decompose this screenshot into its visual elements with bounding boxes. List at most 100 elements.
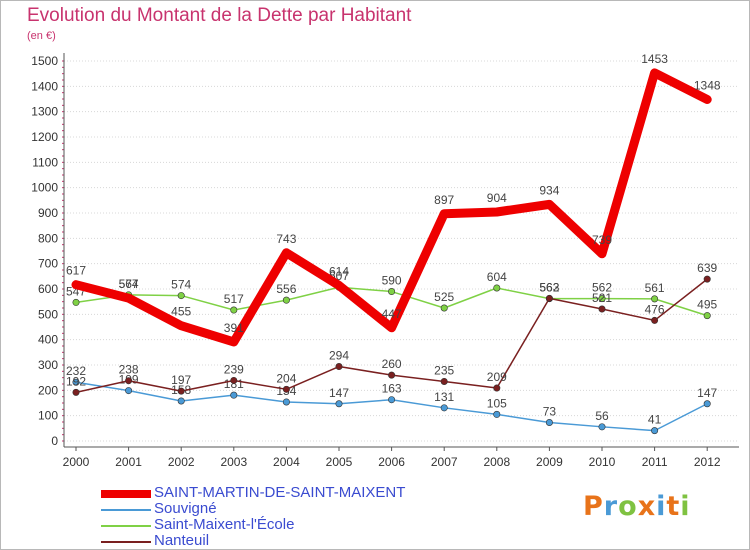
data-label: 577: [119, 277, 139, 291]
data-point: [72, 298, 80, 306]
data-label: 260: [382, 357, 402, 371]
x-tick-label: 2002: [168, 455, 195, 469]
data-label: 391: [224, 321, 244, 335]
data-label: 447: [382, 307, 402, 321]
data-point: [598, 305, 606, 313]
x-tick-label: 2012: [694, 455, 721, 469]
data-point: [598, 423, 606, 431]
data-label: 743: [276, 232, 296, 246]
logo-letter: x: [637, 491, 657, 522]
x-tick-label: 2009: [536, 455, 563, 469]
data-point: [545, 294, 553, 302]
data-point: [703, 312, 711, 320]
x-tick-label: 2000: [63, 455, 90, 469]
series-line-0: [71, 68, 712, 347]
data-point: [282, 385, 290, 393]
data-point: [282, 398, 290, 406]
y-tick-label: 100: [38, 409, 58, 423]
chart-unit-label: (en €): [27, 30, 56, 42]
data-label: 495: [697, 298, 717, 312]
legend-swatch: [101, 490, 151, 498]
legend-item: Nanteuil: [101, 532, 431, 549]
legend-item: Saint-Maixent-l'École: [101, 516, 431, 533]
y-tick-label: 1000: [31, 181, 58, 195]
data-point: [282, 296, 290, 304]
x-tick-label: 2005: [326, 455, 353, 469]
y-tick-label: 200: [38, 383, 58, 397]
data-point: [72, 378, 80, 386]
y-tick-label: 1500: [31, 54, 58, 68]
x-tick-label: 2011: [642, 455, 668, 469]
y-tick-label: 1400: [31, 79, 58, 93]
legend-swatch: [101, 525, 151, 527]
legend: SAINT-MARTIN-DE-SAINT-MAIXENT Souvigné Sai…: [101, 484, 431, 549]
logo-letter: o: [618, 491, 638, 522]
logo-letter: i: [680, 491, 691, 522]
data-label: 192: [66, 374, 86, 388]
y-tick-label: 800: [38, 231, 58, 245]
chart-title: Evolution du Montant de la Dette par Hab…: [27, 5, 412, 26]
y-tick-label: 600: [38, 282, 58, 296]
data-label: 163: [382, 382, 402, 396]
data-label: 105: [487, 396, 507, 410]
data-label: 897: [434, 193, 454, 207]
data-label: 904: [487, 191, 507, 205]
logo-letter: i: [656, 491, 667, 522]
data-label: 131: [434, 390, 454, 404]
data-label: 204: [276, 371, 296, 385]
y-tick-label: 1100: [32, 155, 58, 169]
data-label: 209: [487, 370, 507, 384]
data-label: 73: [543, 405, 557, 419]
x-tick-label: 2006: [378, 455, 405, 469]
data-point: [335, 400, 343, 408]
legend-item: Souvigné: [101, 500, 431, 517]
y-tick-label: 300: [38, 358, 58, 372]
data-label: 41: [648, 413, 662, 427]
data-point: [125, 377, 133, 385]
data-point: [440, 404, 448, 412]
data-point: [703, 400, 711, 408]
data-point: [72, 388, 80, 396]
data-point: [177, 397, 185, 405]
data-label: 521: [592, 291, 612, 305]
data-label: 294: [329, 349, 349, 363]
legend-label: Nanteuil: [154, 532, 210, 549]
data-label: 561: [645, 281, 665, 295]
y-tick-label: 0: [51, 434, 58, 448]
data-label: 239: [224, 362, 244, 376]
data-point: [440, 377, 448, 385]
data-label: 1453: [641, 52, 668, 66]
data-label: 614: [329, 264, 349, 278]
data-point: [545, 419, 553, 427]
data-label: 56: [595, 409, 609, 423]
data-label: 556: [276, 282, 296, 296]
x-tick-label: 2004: [273, 455, 300, 469]
data-label: 564: [119, 277, 139, 291]
data-label: 235: [434, 363, 454, 377]
x-tick-label: 2003: [220, 455, 247, 469]
logo-letter: P: [583, 491, 604, 522]
data-point: [703, 275, 711, 283]
y-tick-label: 500: [38, 307, 58, 321]
data-point: [651, 316, 659, 324]
x-tick-label: 2008: [483, 455, 510, 469]
data-label: 574: [171, 278, 191, 292]
data-point: [230, 376, 238, 384]
data-point: [335, 363, 343, 371]
data-point: [493, 384, 501, 392]
logo-letter: t: [666, 491, 681, 522]
logo-letter: r: [603, 491, 619, 522]
legend-item: SAINT-MARTIN-DE-SAINT-MAIXENT: [101, 484, 431, 501]
data-label: 639: [697, 261, 717, 275]
x-tick-label: 2010: [589, 455, 616, 469]
data-label: 525: [434, 290, 454, 304]
data-point: [230, 306, 238, 314]
data-label: 455: [171, 305, 191, 319]
y-tick-label: 900: [38, 206, 58, 220]
legend-swatch: [101, 509, 151, 511]
proxiti-logo: Proxiti: [583, 491, 691, 522]
data-label: 476: [645, 302, 665, 316]
data-point: [493, 284, 501, 292]
y-tick-label: 1200: [31, 130, 58, 144]
